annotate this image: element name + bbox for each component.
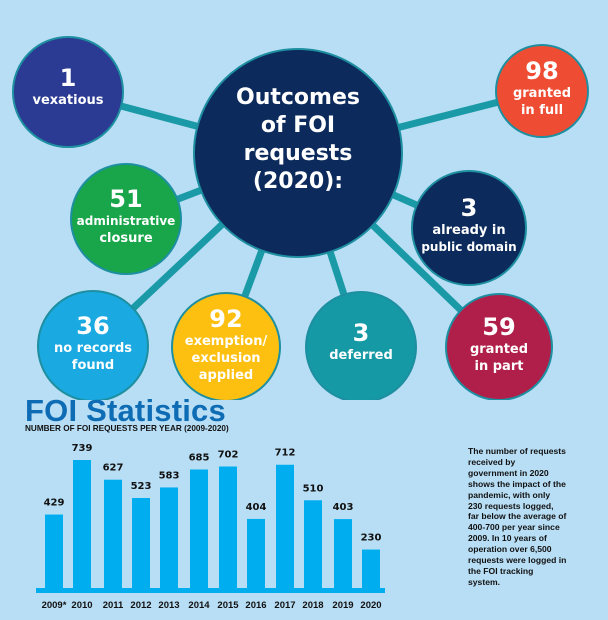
baseline-axis [36, 588, 385, 593]
data-label: 510 [303, 483, 324, 494]
bubble-label: exemption/ [185, 334, 268, 349]
bubble-label: granted [470, 342, 528, 357]
data-label: 685 [189, 452, 210, 463]
data-label: 403 [333, 502, 354, 513]
bar-2018 [304, 500, 322, 590]
data-label: 523 [131, 481, 152, 492]
bubble-label: in part [475, 359, 524, 374]
x-tick-label: 2020 [360, 600, 381, 611]
requests-bar-chart: 429 2009* 739 2010 627 2011 523 2012 583 2013 685 2… [36, 443, 385, 611]
x-tick-label: 2013 [158, 600, 179, 611]
x-tick-label: 2014 [188, 600, 210, 611]
bar-2010 [73, 460, 91, 590]
bar-2011 [104, 479, 122, 590]
bubble-circle [37, 290, 149, 400]
x-tick-label: 2012 [130, 600, 151, 611]
bubble-circle [70, 163, 182, 275]
bar-2015 [219, 466, 237, 590]
stats-title: FOI Statistics [25, 393, 226, 428]
x-tick-label: 2009* [42, 600, 67, 611]
center-title-line: of FOI [261, 113, 335, 138]
data-label: 739 [72, 443, 93, 454]
bubble-value: 98 [525, 57, 558, 85]
bubble-value: 3 [353, 319, 370, 347]
center-title-line: Outcomes [236, 85, 360, 110]
bar-2013 [160, 487, 178, 590]
bar-2014 [190, 469, 208, 590]
bubble-circle [171, 292, 281, 400]
x-tick-label: 2017 [274, 600, 295, 611]
bar-2017 [276, 464, 294, 590]
x-tick-label: 2011 [103, 600, 124, 611]
bubble-label: granted [513, 86, 571, 101]
data-label: 583 [159, 470, 180, 481]
x-tick-label: 2016 [245, 600, 266, 611]
x-tick-label: 2018 [302, 600, 323, 611]
x-tick-label: 2015 [217, 600, 239, 611]
x-tick-label: 2019 [332, 600, 353, 611]
bubble-label: vexatious [32, 93, 103, 108]
bubble-label: administrative [77, 214, 176, 228]
stats-note: The number of requests received by gover… [468, 446, 567, 587]
data-label: 702 [218, 450, 239, 461]
bubble-value: 1 [60, 64, 77, 92]
bubble-label: closure [99, 231, 152, 246]
bar-2009* [45, 514, 63, 590]
bubble-label: public domain [421, 240, 516, 254]
bubble-circle [12, 36, 124, 148]
center-title-line: requests [244, 141, 353, 166]
bubble-value: 92 [209, 305, 242, 333]
bubble-value: 59 [482, 313, 515, 341]
bubble-circle [411, 170, 527, 286]
bubble-circle [495, 44, 589, 138]
bubble-label: in full [521, 103, 563, 118]
x-tick-label: 2010 [71, 600, 92, 611]
bubble-value: 51 [109, 185, 142, 213]
bar-2012 [132, 497, 150, 590]
bubble-circle [445, 293, 553, 400]
data-label: 627 [103, 463, 124, 474]
bubble-label: deferred [329, 348, 393, 363]
bubble-circle [305, 291, 417, 400]
data-label: 429 [44, 498, 65, 509]
bar-2019 [334, 519, 352, 590]
bar-2016 [247, 518, 265, 590]
center-title-line: (2020): [253, 169, 343, 194]
center-circle [193, 48, 403, 258]
bar-2020 [362, 549, 380, 590]
data-label: 404 [246, 502, 267, 513]
bubble-label: already in [432, 223, 505, 238]
stats-subtitle: NUMBER OF FOI REQUESTS PER YEAR (2009-20… [25, 424, 229, 433]
bubble-label: found [72, 358, 114, 373]
data-label: 230 [361, 533, 382, 544]
bubble-label: exclusion [192, 351, 261, 366]
bubble-value: 3 [461, 194, 478, 222]
bubble-label: no records [54, 341, 132, 356]
data-label: 712 [275, 448, 296, 459]
bubble-value: 36 [76, 312, 109, 340]
bubble-label: applied [199, 368, 253, 383]
